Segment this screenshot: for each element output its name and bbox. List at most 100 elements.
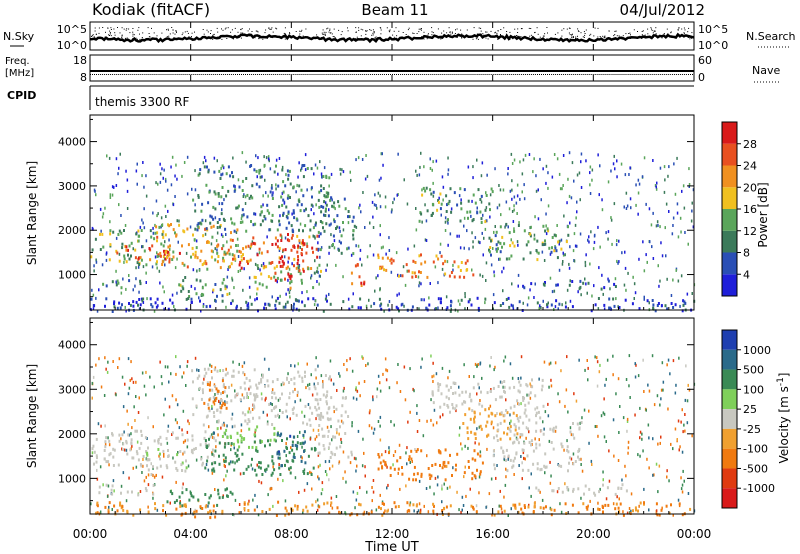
noise-pixel — [513, 158, 516, 162]
echo-pixel — [227, 189, 230, 193]
noise-pixel — [511, 179, 513, 183]
nsearch-dot — [671, 35, 673, 37]
echo-pixel — [281, 411, 284, 414]
nsearch-dot — [355, 31, 357, 33]
noise-pixel — [211, 471, 214, 475]
echo-pixel — [318, 190, 321, 194]
echo-pixel — [324, 297, 327, 301]
noise-pixel — [599, 363, 601, 367]
noise-pixel — [547, 301, 549, 305]
echo-pixel — [319, 415, 322, 419]
noise-pixel — [243, 193, 245, 197]
nsearch-dot — [128, 28, 130, 30]
noise-pixel — [120, 437, 122, 441]
echo-pixel — [564, 502, 567, 506]
noise-pixel — [265, 191, 267, 195]
noise-pixel — [221, 208, 223, 212]
noise-pixel — [234, 498, 237, 502]
noise-pixel — [135, 465, 138, 469]
nsearch-dot — [494, 32, 496, 34]
echo-pixel — [492, 454, 495, 458]
noise-pixel — [534, 215, 536, 219]
noise-pixel — [668, 479, 670, 483]
nave-dot — [468, 74, 470, 75]
noise-pixel — [503, 457, 505, 460]
echo-pixel — [292, 185, 295, 189]
noise-pixel — [145, 174, 147, 178]
echo-pixel — [156, 297, 159, 301]
noise-pixel — [306, 482, 309, 486]
echo-pixel — [198, 374, 201, 378]
echo-pixel — [293, 245, 296, 249]
noise-pixel — [364, 177, 367, 181]
echo-pixel — [167, 455, 170, 458]
noise-pixel — [317, 270, 319, 274]
echo-pixel — [514, 503, 517, 507]
echo-pixel — [303, 209, 306, 213]
echo-pixel — [279, 473, 282, 476]
noise-pixel — [271, 388, 274, 392]
echo-pixel — [151, 244, 154, 248]
echo-pixel — [544, 229, 547, 233]
echo-pixel — [522, 421, 525, 425]
nsearch-dot — [575, 36, 577, 38]
echo-pixel — [566, 445, 569, 449]
echo-pixel — [206, 381, 209, 385]
noise-pixel — [307, 383, 309, 387]
echo-pixel — [281, 203, 284, 207]
echo-pixel — [513, 423, 516, 427]
nsearch-dot — [566, 28, 568, 30]
echo-pixel — [194, 254, 197, 258]
nave-dot — [643, 74, 645, 75]
echo-pixel — [429, 188, 432, 192]
noise-pixel — [397, 193, 399, 196]
echo-pixel — [230, 399, 233, 403]
nsearch-dot — [396, 35, 398, 37]
noise-pixel — [648, 301, 650, 305]
noise-pixel — [318, 477, 320, 481]
echo-pixel — [287, 233, 289, 236]
echo-pixel — [259, 223, 262, 227]
nave-dot — [337, 74, 339, 75]
echo-pixel — [266, 250, 269, 254]
echo-pixel — [326, 390, 329, 394]
echo-pixel — [316, 398, 319, 402]
echo-pixel — [205, 227, 208, 231]
nsearch-dot — [486, 31, 488, 33]
noise-pixel — [181, 486, 184, 490]
noise-pixel — [467, 165, 470, 169]
echo-pixel — [390, 257, 393, 261]
echo-pixel — [139, 282, 142, 286]
echo-pixel — [651, 299, 654, 302]
echo-pixel — [474, 432, 477, 436]
noise-pixel — [262, 194, 264, 198]
noise-pixel — [187, 419, 189, 423]
echo-pixel — [443, 460, 446, 464]
nsearch-dot — [356, 36, 358, 38]
echo-pixel — [567, 450, 570, 454]
noise-pixel — [444, 229, 447, 232]
noise-pixel — [306, 362, 308, 366]
noise-pixel — [587, 378, 589, 382]
echo-pixel — [552, 429, 555, 433]
nave-dot — [563, 74, 565, 75]
echo-pixel — [472, 507, 475, 511]
echo-pixel — [107, 508, 110, 512]
noise-pixel — [643, 390, 645, 393]
noise-pixel — [260, 481, 263, 485]
nave-dot — [281, 74, 283, 75]
echo-pixel — [159, 254, 162, 258]
noise-pixel — [355, 225, 358, 229]
noise-pixel — [604, 383, 606, 387]
beam-label: Beam 11 — [361, 1, 428, 19]
echo-pixel — [214, 299, 217, 303]
nave-dot — [539, 74, 540, 75]
noise-pixel — [485, 279, 487, 282]
nsearch-dot — [123, 28, 125, 30]
noise-pixel — [225, 252, 227, 256]
echo-pixel — [246, 193, 249, 197]
echo-pixel — [168, 224, 171, 228]
noise-pixel — [474, 441, 476, 445]
echo-pixel — [171, 431, 174, 435]
echo-pixel — [166, 500, 169, 504]
